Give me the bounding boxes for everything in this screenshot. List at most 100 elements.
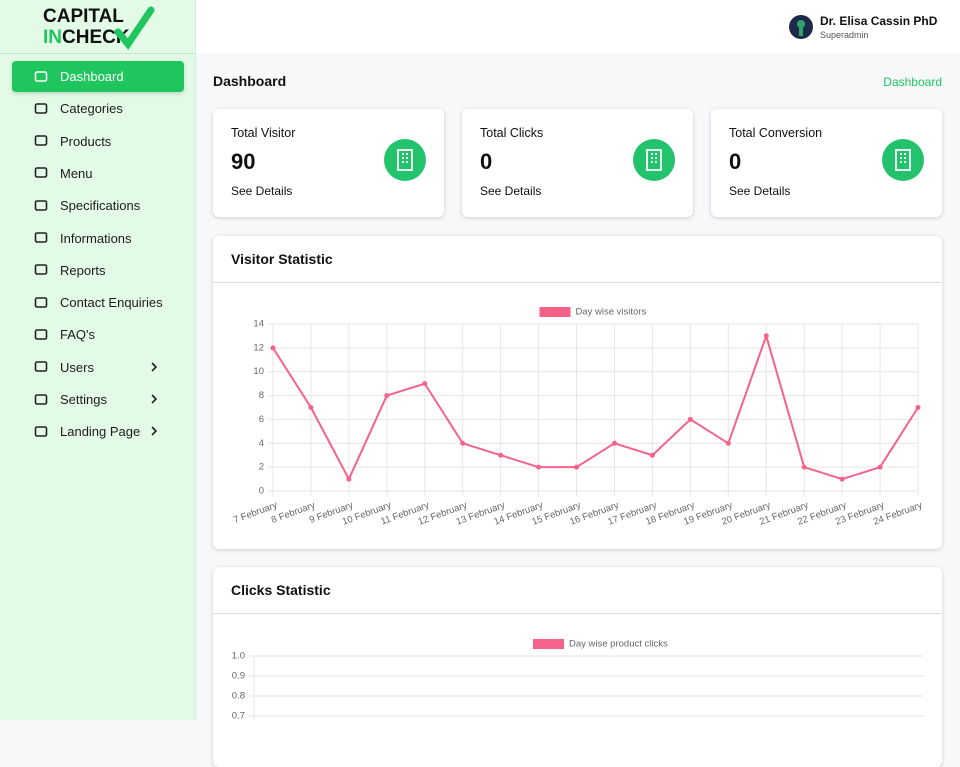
visitor-panel: Visitor Statistic 0 2 4 6 8 10 12 14 7 February 8…: [213, 236, 942, 549]
y-tick-label: 0.9: [232, 671, 245, 682]
icon-shape: [34, 199, 48, 211]
icon-shape: [34, 425, 48, 437]
menu-item[interactable]: FAQ's: [12, 319, 184, 350]
menu-item[interactable]: Landing Page: [12, 416, 184, 447]
y-tick-label: 2: [259, 462, 264, 473]
icon-windows: [900, 153, 906, 163]
card-icon: [633, 139, 675, 181]
data-point: [915, 405, 921, 410]
menu-icon: [34, 102, 48, 114]
menu-item[interactable]: Menu: [12, 158, 184, 189]
icon-shape: [34, 102, 48, 114]
card-icon: [384, 139, 426, 181]
menu-item[interactable]: Settings: [12, 384, 184, 415]
menu-label: Settings: [60, 392, 107, 407]
icon-shape: [34, 296, 48, 308]
icon-building: [895, 149, 911, 171]
logo-top: CAPITAL: [43, 6, 124, 27]
menu-label: Products: [60, 133, 112, 149]
menu-item[interactable]: Users: [12, 352, 184, 383]
data-point: [498, 452, 504, 458]
menu-item[interactable]: Specifications: [12, 190, 184, 221]
y-tick-label: 14: [253, 319, 264, 330]
icon-shape: [34, 135, 48, 146]
card-link[interactable]: See Details: [480, 184, 542, 198]
menu-label: Reports: [60, 262, 106, 278]
logo-mark: CAPITAL IN CHECK: [43, 6, 155, 50]
menu-item[interactable]: Contact Enquiries: [12, 287, 184, 318]
y-tick-label: 4: [259, 438, 264, 449]
card-value: 0: [480, 149, 493, 174]
y-tick-label: 0.8: [232, 691, 245, 702]
clicks-panel: Clicks Statistic 1.0 0.9 0.8 0.7 Day wise pr…: [213, 567, 942, 767]
menu-icon: [34, 361, 48, 372]
icon-building: [646, 149, 662, 171]
breadcrumb[interactable]: Dashboard: [883, 75, 942, 89]
data-point: [877, 464, 883, 470]
stat-card: Total Conversion 0 See Details: [711, 109, 942, 217]
menu-icon: [34, 70, 48, 82]
y-tick-label: 0.7: [232, 711, 245, 720]
chevron: [151, 362, 158, 372]
data-point: [611, 440, 617, 446]
icon-bg: [882, 139, 924, 181]
y-tick-label: 10: [253, 366, 264, 377]
y-tick-label: 1.0: [232, 651, 245, 662]
data-point: [763, 333, 769, 339]
chevron: [151, 394, 158, 404]
chevron-path: [151, 362, 158, 372]
icon-bg: [384, 139, 426, 181]
chevron: [151, 426, 158, 436]
menu-icon: [34, 199, 48, 211]
data-point: [346, 476, 352, 482]
stat-card: Total Clicks 0 See Details: [462, 109, 693, 217]
legend-swatch: [539, 307, 571, 317]
icon-windows: [651, 153, 657, 163]
logo[interactable]: CAPITAL IN CHECK: [0, 0, 195, 54]
icon-shape: [34, 329, 48, 340]
data-point: [536, 464, 542, 470]
card-label: Total Visitor: [231, 126, 296, 140]
menu-item[interactable]: Dashboard: [12, 61, 184, 92]
menu-label: Informations: [60, 230, 132, 246]
menu-icon: [34, 135, 48, 146]
logo-bottom: CHECK: [62, 27, 130, 48]
menu-item[interactable]: Products: [12, 126, 184, 157]
y-tick-label: 12: [253, 342, 264, 353]
chart: 1.0 0.9 0.8 0.7 Day wise product clicks: [232, 639, 924, 720]
data-point: [308, 405, 314, 410]
icon-windows: [402, 153, 408, 163]
logo-accent: IN: [43, 27, 62, 48]
icon-shape: [34, 167, 48, 179]
icon-shape: [34, 70, 48, 82]
sidebar: CAPITAL IN CHECK Dashboard Categories Prod…: [0, 0, 196, 720]
topbar: Dr. Elisa Cassin PhD Superadmin: [196, 0, 960, 53]
card-value: 0: [729, 149, 742, 174]
data-point: [460, 440, 466, 446]
avatar[interactable]: [788, 14, 814, 40]
menu-label: Contact Enquiries: [60, 295, 163, 311]
chevron-path: [151, 394, 158, 404]
card-icon: [882, 139, 924, 181]
card-link[interactable]: See Details: [231, 184, 293, 198]
menu-item[interactable]: Informations: [12, 223, 184, 254]
panel-title: Clicks Statistic: [231, 582, 331, 598]
menu-label: Landing Page: [60, 424, 141, 440]
card-link[interactable]: See Details: [729, 184, 791, 198]
menu-icon: [34, 232, 48, 243]
user-name[interactable]: Dr. Elisa Cassin PhD: [820, 14, 938, 28]
series-line: [272, 332, 919, 482]
y-tick-label: 8: [259, 390, 264, 401]
menu-item[interactable]: Reports: [12, 255, 184, 286]
icon-shape: [34, 361, 48, 372]
panel-divider: [213, 282, 942, 283]
menu-item[interactable]: Categories: [12, 93, 184, 124]
data-point: [270, 345, 276, 351]
menu-label: Dashboard: [60, 69, 124, 84]
panel-title: Visitor Statistic: [231, 251, 333, 267]
panel-divider: [213, 613, 942, 614]
page: CAPITAL IN CHECK Dashboard Categories Prod…: [0, 0, 960, 720]
legend-swatch: [533, 639, 564, 649]
stat-card: Total Visitor 90 See Details: [213, 109, 444, 217]
icon-bg: [633, 139, 675, 181]
